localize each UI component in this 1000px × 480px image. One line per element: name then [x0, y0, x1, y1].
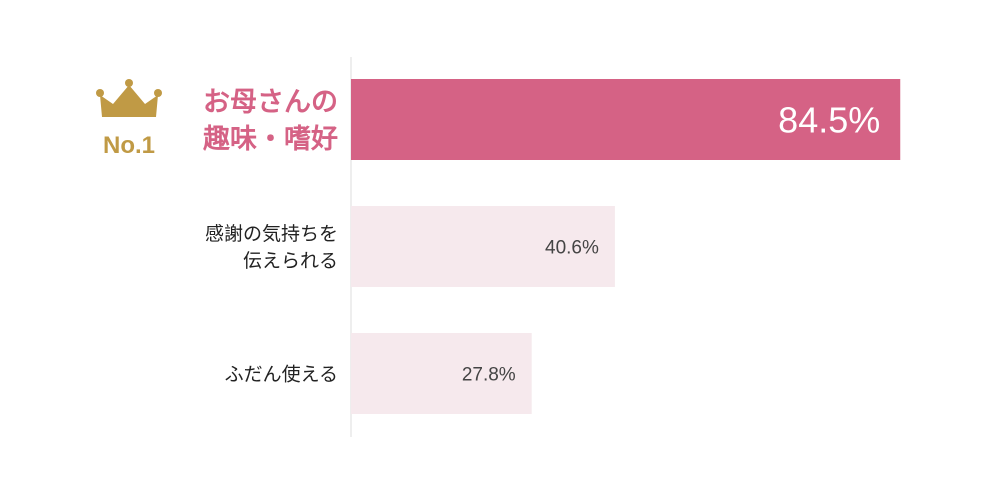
- category-label-3-line-1: ふだん使える: [225, 364, 338, 386]
- badge-text: No.1: [103, 132, 155, 159]
- bar-value-label-2: 40.6%: [545, 238, 599, 259]
- crown-icon: [100, 85, 158, 117]
- crown-jewel-left: [96, 89, 104, 97]
- bar-value-label-1: 84.5%: [778, 100, 880, 141]
- bar-2: [351, 206, 615, 287]
- category-label-1-line-1: お母さんの: [203, 87, 338, 118]
- crown-jewel-center: [125, 79, 133, 87]
- no1-badge: No.1: [96, 79, 162, 159]
- category-label-2-line-1: 感謝の気持ちを: [205, 223, 338, 245]
- bar-1: [351, 79, 901, 160]
- crown-jewel-right: [154, 89, 162, 97]
- category-label-2-line-2: 伝えられる: [243, 250, 338, 272]
- bar-value-label-3: 27.8%: [462, 365, 516, 386]
- bar-3: [351, 333, 532, 414]
- category-label-1-line-2: 趣味・嗜好: [202, 124, 338, 155]
